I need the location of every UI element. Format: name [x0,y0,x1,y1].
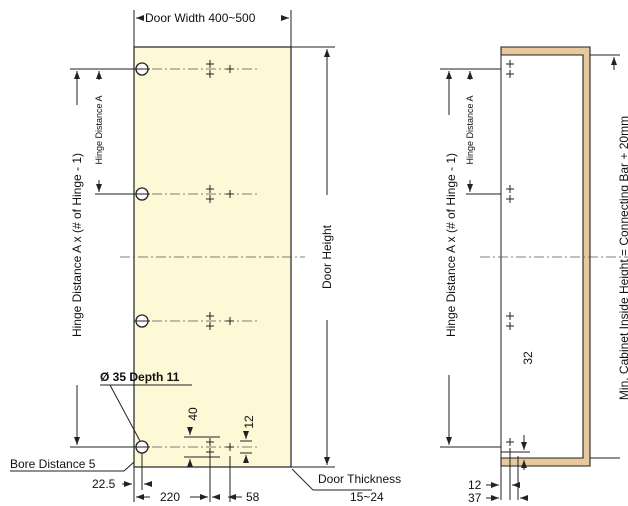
hinge-distance-a-left: Hinge Distance A [94,95,104,164]
dim-32-label: 32 [521,351,535,365]
cabinet-screw-holes [506,60,514,456]
bore-distance-label: Bore Distance 5 [10,457,96,471]
dim-22-5-label: 22.5 [92,477,116,491]
hinge-distance-a-right: Hinge Distance A [465,95,475,164]
dim-58-label: 58 [246,490,260,504]
hinge-distance-ax-right: Hinge Distance A x (# of Hinge - 1) [444,153,458,337]
dim-37-label: 37 [468,491,482,505]
dim-220-label: 220 [160,490,180,504]
door-width-label: Door Width 400~500 [145,11,256,25]
cabinet-profile [500,46,591,467]
screw-holes [206,60,234,456]
min-cabinet-height-label: Min. Cabinet Inside Height = Connecting … [617,116,628,400]
hinge-cup-1 [134,62,150,76]
hinge-distance-ax-left: Hinge Distance A x (# of Hinge - 1) [70,153,84,337]
dim-12-right-label: 12 [468,478,482,492]
hinge-cup-2 [134,187,150,201]
door-height-label: Door Height [320,224,334,289]
bore-spec-label: Ø 35 Depth 11 [100,370,180,384]
dim-40-label: 40 [186,407,200,421]
hinge-cup-3 [134,314,150,328]
dim-12-left-label: 12 [242,415,256,429]
door-thickness-label: Door Thickness [318,472,401,486]
door-thickness-range-label: 15~24 [350,490,384,504]
